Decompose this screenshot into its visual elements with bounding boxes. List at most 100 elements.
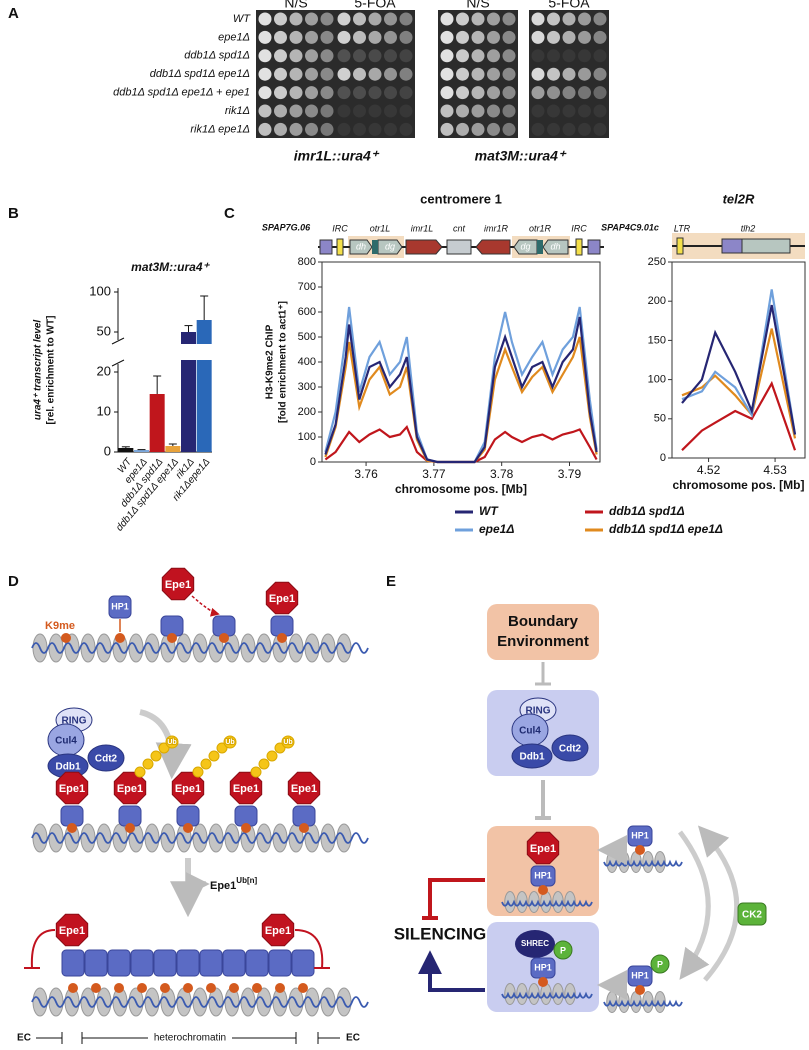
y-tick-label: 10 — [97, 403, 111, 418]
colony-spot — [289, 86, 303, 100]
colony-spot — [456, 67, 469, 81]
k9-methyl — [125, 823, 135, 833]
element-label: IRC — [571, 223, 587, 233]
element-label: otr1L — [370, 223, 391, 233]
k9-methyl — [167, 633, 177, 643]
colony-spot — [258, 67, 272, 81]
protein-label: Epe1 — [233, 783, 259, 795]
panel-label: C — [224, 205, 235, 222]
shrec-complex — [515, 930, 555, 958]
colony-spot — [305, 122, 318, 136]
colony-spot — [547, 49, 560, 63]
colony-spot — [531, 122, 545, 136]
y-axis-label: ura4⁺ transcript level — [33, 320, 44, 421]
ubiquitin — [200, 758, 212, 770]
y-axis-label: [fold enrichment to act1⁺] — [278, 301, 289, 423]
series-line — [324, 336, 598, 464]
colony-spot — [320, 122, 334, 136]
colony-spot — [353, 122, 366, 136]
colony-spot — [593, 86, 607, 100]
protein-label: P — [560, 945, 566, 955]
y-tick-label: 50 — [654, 413, 666, 425]
colony-spot — [384, 86, 397, 100]
colony-spot — [320, 86, 334, 100]
bar — [134, 450, 149, 452]
protein-label: HP1 — [534, 870, 552, 880]
colony-spot — [337, 12, 351, 26]
nucleosome — [552, 891, 564, 913]
colony-spot — [562, 86, 576, 100]
column-header: 5-FOA — [354, 0, 396, 11]
activation — [418, 950, 485, 992]
y-tick-label: 250 — [648, 256, 666, 268]
protein-label: Epe1 — [269, 593, 295, 605]
epe1-protein — [161, 567, 195, 601]
series-line — [681, 289, 797, 435]
ubiquitin — [266, 750, 278, 762]
protein-label: SHREC — [521, 939, 549, 948]
hp1-protein — [108, 595, 132, 619]
tlh2 — [721, 238, 743, 254]
nucleosome — [516, 891, 528, 913]
heterochromatin-platform — [130, 949, 154, 977]
ubiquitin — [258, 758, 270, 770]
dna — [31, 642, 369, 654]
ubiquitin — [208, 750, 220, 762]
k9-methyl — [252, 983, 262, 993]
k9-methyl — [538, 885, 548, 895]
irc — [575, 238, 583, 256]
y-tick-label: 20 — [97, 363, 111, 378]
colony-spot — [502, 67, 516, 81]
x-tick-label: 4.53 — [763, 463, 787, 477]
repeat-label: dg — [385, 241, 395, 251]
colony-spot — [289, 104, 303, 118]
k9-methyl — [229, 983, 239, 993]
heterochromatin-platform — [268, 949, 292, 977]
reporter-label: mat3M::ura4⁺ — [475, 148, 567, 164]
heterochromatin-platform — [291, 949, 315, 977]
protein-label: Epe1 — [59, 783, 85, 795]
box-label: Environment — [497, 633, 589, 650]
imr — [405, 239, 443, 255]
k9-methyl — [635, 845, 645, 855]
bar — [165, 446, 181, 452]
colony-spot — [547, 86, 560, 100]
colony-spot — [578, 67, 591, 81]
x-axis-label: chromosome pos. [Mb] — [672, 478, 804, 492]
colony-spot — [274, 49, 287, 63]
colony-spot — [456, 122, 469, 136]
colony-spot — [305, 49, 318, 63]
colony-spot — [353, 67, 366, 81]
colony-spot — [593, 49, 607, 63]
legend-label: epe1Δ — [479, 522, 514, 536]
domain-bracket — [81, 1032, 297, 1044]
colony-spot — [274, 12, 287, 26]
colony-spot — [531, 30, 545, 44]
colony-spot — [337, 104, 351, 118]
heterochromatin-platform — [176, 949, 200, 977]
colony-spot — [471, 104, 485, 118]
k9-methyl — [160, 983, 170, 993]
ubiquitin — [165, 735, 179, 749]
colony-spot — [440, 86, 454, 100]
nucleosome — [654, 991, 666, 1013]
colony-spot — [258, 104, 272, 118]
colony-spot — [320, 12, 334, 26]
flow-arrow — [678, 830, 711, 980]
ubiquitin — [274, 742, 286, 754]
colony-spot — [471, 67, 485, 81]
bar — [149, 394, 165, 452]
repeat-label: dh — [550, 241, 560, 251]
repeat-label: dg — [520, 241, 530, 251]
colony-spot — [502, 12, 516, 26]
x-axis-label: chromosome pos. [Mb] — [395, 482, 527, 496]
protein-label: HP1 — [631, 970, 649, 980]
inhibition — [422, 878, 485, 920]
dna — [31, 832, 369, 844]
flow-arrow — [139, 709, 192, 780]
colony-spot — [337, 49, 351, 63]
phosphate — [553, 940, 573, 960]
k9-methyl — [538, 977, 548, 987]
bar — [196, 320, 212, 452]
